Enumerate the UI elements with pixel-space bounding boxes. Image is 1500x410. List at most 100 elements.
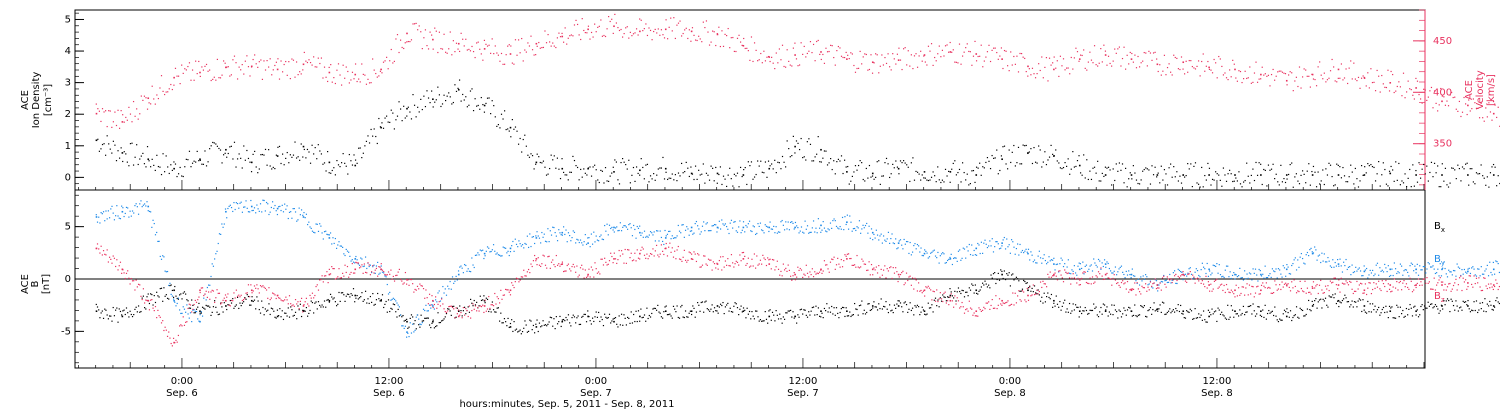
bx-sample	[767, 322, 769, 324]
by-sample	[286, 205, 288, 207]
velocity-sample	[160, 75, 163, 77]
velocity-tick-label: 350	[1433, 139, 1452, 150]
by-point	[716, 226, 719, 229]
density-sample	[1323, 183, 1325, 186]
bx-sample	[1330, 296, 1333, 298]
by-sample	[350, 260, 352, 262]
density-sample	[811, 160, 813, 162]
bx-sample	[668, 313, 670, 316]
bx-sample	[1195, 317, 1197, 319]
velocity-sample	[497, 54, 499, 56]
by-sample	[479, 249, 481, 251]
velocity-sample	[884, 56, 886, 59]
by-sample	[486, 246, 489, 248]
bx-sample	[541, 325, 543, 327]
density-sample	[295, 157, 298, 159]
by-sample	[1007, 246, 1009, 248]
velocity-point	[1001, 58, 1003, 60]
density-sample	[1039, 149, 1041, 151]
by-sample	[1172, 272, 1174, 274]
velocity-sample	[268, 66, 270, 68]
by-sample	[1467, 268, 1469, 270]
by-sample	[1088, 268, 1090, 270]
bx-sample	[1263, 316, 1265, 319]
bx-sample	[284, 312, 286, 314]
bz-point	[742, 258, 745, 260]
density-sample	[1194, 162, 1197, 164]
by-sample	[869, 237, 871, 239]
by-sample	[991, 238, 993, 240]
by-sample	[1161, 281, 1164, 283]
density-sample	[108, 143, 110, 145]
by-sample	[531, 236, 533, 238]
by-sample	[512, 240, 514, 243]
density-sample	[260, 154, 262, 156]
by-sample	[864, 224, 867, 227]
velocity-sample	[494, 45, 496, 47]
bx-sample	[567, 314, 570, 316]
density-sample	[1005, 163, 1007, 165]
density-sample	[1030, 148, 1032, 150]
bx-sample	[529, 319, 531, 321]
bx-sample	[844, 315, 846, 318]
by-sample	[470, 271, 472, 273]
bx-sample	[1178, 310, 1181, 313]
by-sample	[779, 231, 781, 233]
density-sample	[1227, 173, 1229, 175]
velocity-sample	[468, 48, 470, 51]
velocity-sample	[486, 45, 489, 47]
bx-sample	[1367, 300, 1369, 303]
bx-sample	[627, 316, 629, 319]
velocity-sample	[240, 69, 242, 71]
by-sample	[415, 316, 417, 318]
by-sample	[833, 218, 835, 220]
bx-sample	[707, 309, 710, 311]
by-sample	[584, 234, 586, 236]
velocity-sample	[1360, 77, 1363, 79]
bx-sample	[758, 320, 760, 322]
velocity-sample	[1272, 68, 1274, 71]
density-sample	[389, 121, 391, 124]
density-sample	[1317, 171, 1319, 173]
by-sample	[1188, 268, 1190, 270]
by-sample	[1003, 236, 1005, 239]
velocity-sample	[1364, 77, 1366, 79]
by-sample	[870, 228, 873, 230]
density-sample	[696, 178, 698, 181]
bx-sample	[727, 302, 729, 305]
bx-sample	[337, 303, 339, 305]
bx-sample	[1362, 299, 1364, 301]
by-sample	[1409, 265, 1411, 267]
density-sample	[1496, 185, 1498, 187]
density-sample	[851, 175, 853, 178]
velocity-sample	[322, 77, 324, 79]
velocity-sample	[1413, 98, 1415, 100]
density-sample	[351, 164, 354, 166]
bx-sample	[1386, 311, 1388, 313]
bx-sample	[1375, 311, 1377, 313]
bx-sample	[525, 324, 527, 326]
bx-sample	[776, 314, 778, 316]
by-sample	[369, 264, 372, 266]
density-sample	[1075, 165, 1077, 168]
bx-sample	[311, 301, 314, 304]
bx-sample	[908, 308, 910, 310]
density-sample	[1090, 178, 1093, 181]
by-sample	[358, 264, 361, 266]
velocity-sample	[1373, 81, 1375, 83]
by-sample	[716, 231, 718, 233]
by-sample	[1286, 264, 1288, 266]
bx-sample	[694, 316, 696, 318]
velocity-sample	[148, 102, 150, 104]
bx-sample	[1368, 311, 1370, 313]
bx-sample	[1420, 305, 1422, 308]
velocity-sample	[634, 32, 636, 34]
bx-sample	[1414, 305, 1416, 307]
velocity-sample	[1421, 102, 1423, 104]
bx-sample	[782, 316, 784, 318]
density-sample	[640, 158, 642, 160]
density-sample	[1458, 167, 1460, 170]
legend-bx-sub: x	[1441, 226, 1445, 234]
by-sample	[1314, 246, 1316, 248]
density-sample	[1376, 173, 1378, 175]
